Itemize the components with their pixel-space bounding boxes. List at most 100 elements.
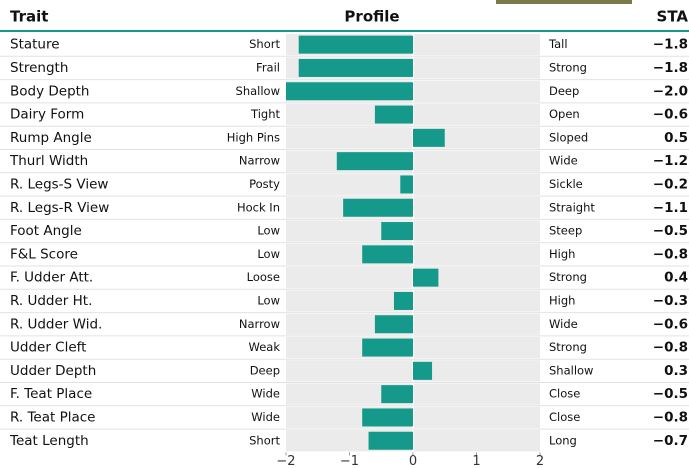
value-label: −0.8 [653,246,688,262]
track-right [414,244,540,265]
track-right [414,384,540,405]
low-label: Narrow [239,317,280,331]
bar [362,245,413,263]
high-label: Close [549,410,580,424]
bar [343,199,413,217]
low-label: Posty [249,177,280,191]
high-label: Strong [549,270,587,284]
low-label: Low [257,224,280,238]
track-left [286,267,412,288]
track-right [414,360,540,381]
value-label: 0.4 [664,270,688,286]
bar [286,82,413,100]
value-label: −0.6 [653,107,688,123]
value-label: −1.1 [653,200,688,216]
track-right [414,314,540,335]
x-tick-label: −2 [276,454,295,468]
bar [337,152,413,170]
bar [400,175,413,193]
trait-label: Udder Cleft [10,340,86,356]
value-label: −0.5 [653,223,688,239]
high-label: Open [549,107,580,121]
high-label: Straight [549,200,595,214]
trait-label: Rump Angle [10,130,92,146]
high-label: Tall [548,37,568,51]
bar [394,292,413,310]
trait-label: R. Teat Place [10,409,96,425]
trait-label: R. Legs-S View [10,176,108,192]
value-label: −1.2 [653,153,688,169]
trait-label: Teat Length [9,433,89,449]
track-right [414,57,540,78]
track-left [286,290,412,311]
trait-label: R. Legs-R View [10,200,109,216]
chart-title: Profile [344,8,399,26]
track-right [414,104,540,125]
track-right [414,151,540,172]
high-label: Shallow [549,363,593,377]
bar [375,106,413,124]
track-left [286,360,412,381]
value-label: −0.7 [653,433,688,449]
bar [413,362,432,380]
trait-label: Body Depth [10,83,90,99]
bar [362,339,413,357]
value-label: −0.8 [653,409,688,425]
bar [299,59,413,77]
low-label: Narrow [239,154,280,168]
value-label: −0.8 [653,340,688,356]
high-label: Strong [549,340,587,354]
track-right [414,430,540,451]
high-label: High [549,247,575,261]
bar [299,36,413,54]
track-right [414,290,540,311]
low-label: Tight [250,107,280,121]
x-tick-label: 0 [409,454,417,468]
low-label: High Pins [227,130,280,144]
trait-label: Udder Depth [10,363,96,379]
low-label: Short [249,433,280,447]
trait-label: Strength [10,60,68,76]
high-label: High [549,293,575,307]
low-label: Hock In [237,200,280,214]
track-right [414,81,540,102]
bar [381,385,413,403]
low-label: Shallow [236,84,280,98]
trait-label: Dairy Form [10,107,84,123]
high-label: Long [549,433,577,447]
low-label: Frail [256,60,280,74]
value-label: 0.5 [664,130,688,146]
bar [413,269,438,287]
value-label: 0.3 [664,363,688,379]
trait-header: Trait [10,8,48,26]
value-label: −0.2 [653,176,688,192]
track-right [414,337,540,358]
value-label: −0.6 [653,316,688,332]
low-label: Weak [249,340,281,354]
bar [413,129,445,147]
trait-label: F. Teat Place [10,386,92,402]
x-tick-label: −1 [340,454,359,468]
value-label: −0.5 [653,386,688,402]
bar [375,315,413,333]
value-label: −1.8 [653,37,688,53]
low-label: Low [257,293,280,307]
high-label: Deep [549,84,579,98]
high-label: Sloped [549,130,588,144]
trait-label: R. Udder Ht. [10,293,92,309]
chart: Trait Profile STA StatureShortTall−1.8St… [0,0,689,468]
low-label: Loose [247,270,280,284]
track-right [414,407,540,428]
photo-edge [496,0,632,4]
track-right [414,174,540,195]
value-header: STA [657,8,689,26]
trait-label: F&L Score [10,246,78,262]
high-label: Wide [549,317,578,331]
trait-label: Foot Angle [10,223,82,239]
low-label: Wide [251,410,280,424]
trait-label: F. Udder Att. [10,270,93,286]
value-label: −2.0 [653,83,688,99]
high-label: Close [549,387,580,401]
high-label: Sickle [549,177,583,191]
trait-label: Thurl Width [9,153,88,169]
